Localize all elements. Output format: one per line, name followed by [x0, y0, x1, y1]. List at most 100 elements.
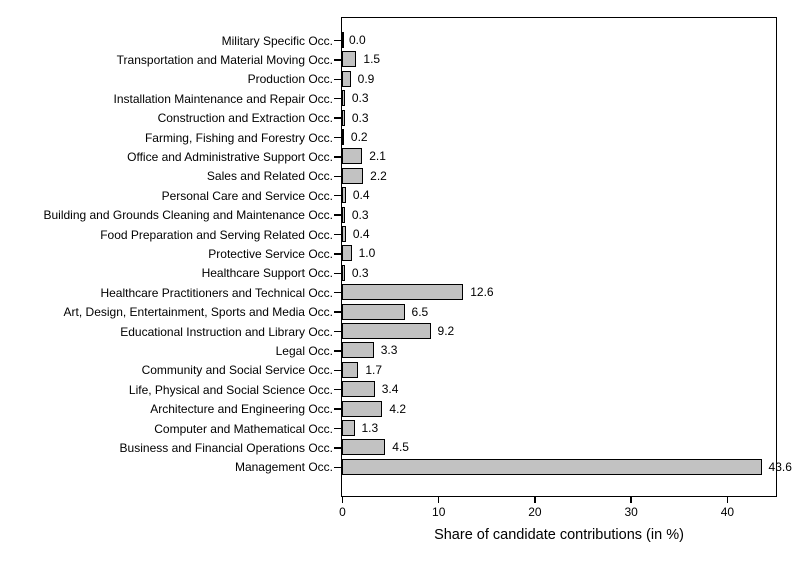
- value-label: 0.0: [349, 33, 366, 47]
- bar: [342, 32, 344, 48]
- category-label: Art, Design, Entertainment, Sports and M…: [63, 305, 333, 320]
- category-label: Office and Administrative Support Occ.: [127, 149, 333, 164]
- value-label: 1.0: [358, 246, 376, 261]
- x-tick-label: 20: [528, 505, 542, 519]
- x-tick-label: 0: [339, 505, 346, 519]
- value-label: 2.2: [370, 168, 387, 183]
- y-tick: [333, 253, 341, 255]
- x-tick-label: 40: [720, 505, 735, 519]
- x-tick-label: 10: [432, 505, 446, 519]
- x-tick: [630, 497, 632, 503]
- value-label: 0.4: [352, 227, 370, 241]
- y-axis-ticks: [333, 19, 341, 496]
- bar: [342, 70, 351, 87]
- y-tick: [333, 291, 341, 294]
- x-tick: [341, 497, 344, 503]
- value-label: 0.9: [357, 71, 375, 86]
- bar: [342, 420, 355, 436]
- bar: [342, 342, 374, 359]
- category-label: Sales and Related Occ.: [206, 169, 333, 184]
- bar: [342, 90, 345, 107]
- category-label: Protective Service Occ.: [208, 246, 333, 261]
- y-tick: [333, 97, 341, 100]
- y-tick: [333, 78, 341, 81]
- category-label: Farming, Fishing and Forestry Occ.: [144, 130, 333, 145]
- bar: [342, 361, 359, 378]
- y-axis-labels: Military Specific Occ. Transportation and…: [0, 19, 333, 496]
- y-tick: [333, 272, 341, 275]
- y-tick: [333, 447, 341, 449]
- x-tick: [437, 497, 440, 503]
- x-tick: [534, 497, 536, 503]
- category-label: Legal Occ.: [275, 343, 333, 358]
- bar: [342, 187, 346, 204]
- category-label: Building and Grounds Cleaning and Mainte…: [43, 208, 333, 223]
- y-tick: [333, 369, 341, 372]
- value-label: 12.6: [470, 285, 494, 300]
- y-tick: [333, 59, 341, 61]
- category-label: Business and Financial Operations Occ.: [119, 440, 333, 455]
- value-label: 0.2: [350, 130, 368, 144]
- category-label: Architecture and Engineering Occ.: [150, 402, 333, 417]
- value-label: 0.3: [351, 207, 369, 222]
- category-label: Healthcare Support Occ.: [201, 266, 333, 281]
- value-label: 4.5: [392, 440, 409, 455]
- y-tick: [333, 156, 341, 158]
- bar: [342, 264, 345, 281]
- category-label: Personal Care and Service Occ.: [161, 188, 333, 203]
- bar: [342, 245, 352, 262]
- value-label: 0.3: [351, 265, 369, 280]
- category-label: Transportation and Material Moving Occ.: [116, 52, 333, 67]
- value-label: 2.1: [369, 149, 386, 164]
- value-label: 1.3: [361, 421, 379, 435]
- plot-area: 0.0 1.5 0.9 0.3 0.3 0.2 2.1 2.2 0.4 0.3 0.4 1.0 0.3 1…: [341, 17, 792, 497]
- bar: [342, 109, 345, 126]
- bar: [342, 381, 375, 398]
- y-tick: [333, 408, 341, 410]
- bar: [342, 148, 363, 165]
- bar: [342, 51, 357, 68]
- category-label: Computer and Mathematical Occ.: [154, 421, 333, 436]
- bar: [342, 284, 464, 301]
- bar: [342, 129, 344, 145]
- y-tick: [333, 311, 341, 313]
- value-label: 0.3: [351, 91, 369, 106]
- bar: [342, 323, 431, 339]
- value-label: 6.5: [411, 304, 429, 319]
- value-label: 3.3: [380, 343, 398, 358]
- value-label: 43.6: [768, 459, 792, 474]
- category-label: Community and Social Service Occ.: [141, 363, 333, 378]
- value-label: 0.3: [351, 110, 369, 125]
- y-tick: [333, 214, 341, 216]
- value-label: 1.7: [365, 362, 383, 377]
- x-tick: [726, 497, 729, 503]
- category-label: Construction and Extraction Occ.: [157, 111, 333, 126]
- value-label: 0.4: [352, 188, 370, 203]
- y-tick: [333, 350, 341, 352]
- y-tick: [333, 388, 341, 391]
- category-label: Management Occ.: [234, 460, 333, 475]
- category-label: Military Specific Occ.: [221, 33, 333, 48]
- bar: [342, 400, 383, 417]
- bar: [342, 206, 345, 223]
- x-axis: 0 10 20 30 40: [339, 497, 776, 537]
- category-label: Food Preparation and Serving Related Occ…: [100, 227, 333, 242]
- x-axis-title: Share of candidate contributions (in %): [434, 527, 684, 543]
- y-tick: [333, 233, 341, 236]
- bar: [342, 439, 386, 456]
- bar: [342, 303, 405, 320]
- y-tick: [333, 175, 341, 178]
- category-label: Life, Physical and Social Science Occ.: [128, 382, 333, 397]
- y-tick: [333, 194, 341, 197]
- category-label: Healthcare Practitioners and Technical O…: [100, 285, 333, 300]
- value-label: 4.2: [389, 401, 407, 416]
- y-tick: [333, 117, 341, 119]
- y-tick: [333, 427, 341, 430]
- value-label: 9.2: [437, 324, 455, 338]
- x-tick-label: 30: [624, 505, 638, 519]
- category-label: Installation Maintenance and Repair Occ.: [113, 91, 333, 106]
- bar: [342, 458, 762, 475]
- y-tick: [333, 466, 341, 469]
- bar: [342, 226, 346, 242]
- y-tick: [333, 136, 341, 139]
